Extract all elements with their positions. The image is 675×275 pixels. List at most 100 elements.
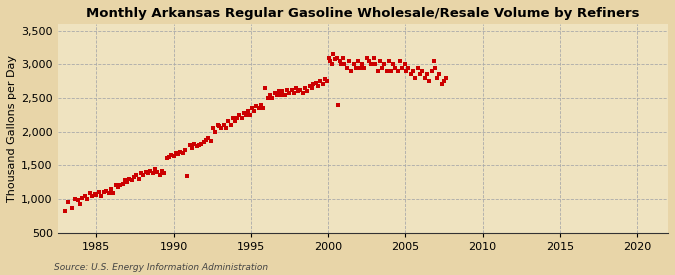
Point (385, 69, 396, 73)
Point (297, 90, 308, 95)
Point (441, 76, 452, 80)
Point (66, 205, 77, 210)
Point (184, 143, 195, 147)
Point (221, 126, 232, 130)
Point (115, 183, 126, 188)
Point (236, 116, 247, 120)
Point (369, 55, 379, 60)
Point (405, 72, 416, 76)
Point (248, 109, 259, 114)
Point (399, 62, 410, 67)
Point (289, 90, 300, 95)
Point (152, 170, 163, 174)
Point (159, 171, 169, 175)
Point (108, 191, 119, 195)
Point (218, 123, 229, 127)
Point (426, 69, 437, 73)
Point (310, 81, 321, 85)
Point (284, 90, 295, 95)
Point (223, 119, 234, 124)
Point (72, 198, 83, 202)
Point (366, 62, 377, 67)
Point (364, 59, 375, 63)
Point (260, 86, 271, 90)
Point (291, 86, 302, 90)
Point (89, 192, 100, 196)
Point (317, 82, 328, 87)
Point (232, 116, 242, 120)
Point (234, 112, 244, 117)
Point (300, 86, 310, 90)
Point (390, 65, 401, 70)
Point (304, 84, 315, 88)
Point (267, 96, 278, 100)
Point (103, 191, 114, 196)
Point (353, 59, 364, 63)
Point (359, 65, 370, 70)
Point (79, 193, 90, 198)
Point (129, 175, 140, 180)
Point (216, 126, 227, 130)
Point (383, 59, 394, 63)
Point (274, 89, 285, 94)
Point (200, 138, 211, 142)
Point (403, 65, 414, 70)
Point (229, 119, 240, 124)
Point (145, 168, 156, 173)
Point (361, 55, 372, 60)
Point (194, 143, 205, 147)
Point (191, 144, 202, 148)
Point (170, 151, 181, 155)
Point (412, 65, 423, 70)
Point (166, 153, 177, 157)
Point (142, 171, 153, 175)
Point (408, 69, 418, 73)
Point (394, 59, 405, 63)
Point (212, 123, 223, 127)
Point (348, 62, 359, 67)
Point (189, 142, 200, 146)
Point (173, 152, 184, 157)
Point (82, 197, 92, 201)
Point (315, 79, 326, 83)
Point (401, 69, 412, 73)
Point (63, 199, 74, 204)
Point (334, 59, 345, 63)
Point (147, 171, 158, 175)
Point (180, 148, 190, 153)
Point (325, 59, 335, 63)
Point (346, 69, 356, 73)
Point (323, 55, 334, 60)
Point (331, 55, 342, 60)
Point (70, 197, 80, 201)
Point (263, 96, 273, 100)
Point (341, 65, 352, 70)
Point (375, 59, 385, 63)
Point (124, 177, 135, 181)
Point (203, 136, 214, 141)
Text: Source: U.S. Energy Information Administration: Source: U.S. Energy Information Administ… (54, 263, 268, 272)
Point (227, 116, 238, 120)
Point (117, 182, 128, 186)
Point (253, 106, 264, 110)
Point (302, 89, 313, 94)
Point (370, 62, 381, 67)
Point (392, 69, 403, 73)
Point (313, 84, 323, 88)
Point (350, 65, 361, 70)
Point (175, 150, 186, 154)
Point (110, 183, 121, 188)
Point (138, 173, 148, 178)
Point (434, 72, 445, 76)
Point (430, 65, 441, 70)
Title: Monthly Arkansas Regular Gasoline Wholesale/Resale Volume by Refiners: Monthly Arkansas Regular Gasoline Wholes… (86, 7, 640, 20)
Point (238, 111, 249, 115)
Point (150, 167, 161, 172)
Point (157, 168, 167, 173)
Point (178, 151, 188, 155)
Point (356, 62, 367, 67)
Point (131, 173, 142, 178)
Point (87, 193, 98, 198)
Point (154, 173, 165, 178)
Point (95, 193, 106, 198)
